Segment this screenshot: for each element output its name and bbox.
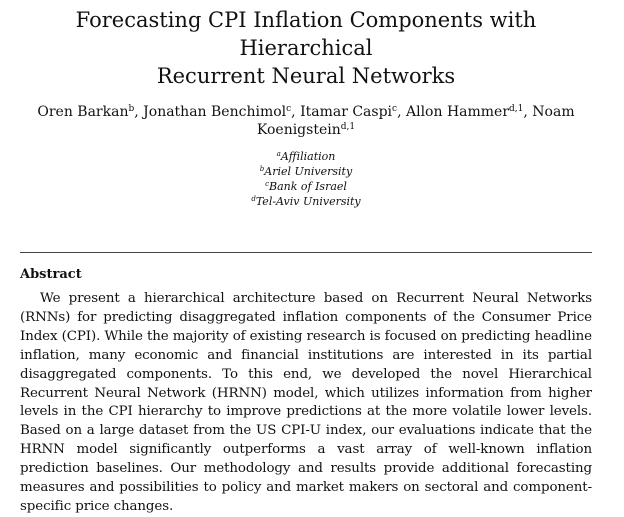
affiliation-list: aAffiliation bAriel University cBank of … [20, 149, 592, 209]
paper-title-line-2: Recurrent Neural Networks [156, 64, 456, 88]
author: Jonathan Benchimolc, [143, 104, 301, 120]
author: Itamar Caspic, [300, 104, 406, 120]
section-divider [20, 252, 592, 253]
affiliation: cBank of Israel [265, 180, 347, 193]
abstract-heading: Abstract [20, 267, 82, 282]
affiliation: dTel-Aviv University [251, 195, 361, 208]
affiliation: bAriel University [259, 165, 353, 178]
paper-title: Forecasting CPI Inflation Components wit… [20, 6, 592, 90]
author: Allon Hammerd,1, [405, 104, 533, 120]
abstract-text: We present a hierarchical architecture b… [20, 291, 592, 514]
author: Noam Koenigsteind,1 [256, 104, 575, 138]
affiliation: aAffiliation [276, 150, 336, 163]
author: Oren Barkanb, [37, 104, 144, 120]
author-list: Oren Barkanb, Jonathan Benchimolc, Itama… [20, 103, 592, 139]
paper-page: Forecasting CPI Inflation Components wit… [20, 6, 592, 517]
paper-title-line-1: Forecasting CPI Inflation Components wit… [75, 8, 537, 60]
